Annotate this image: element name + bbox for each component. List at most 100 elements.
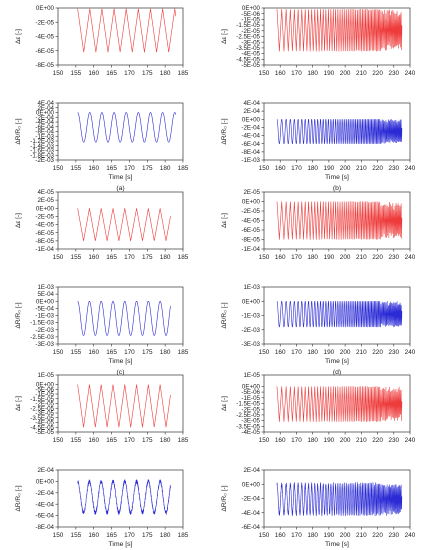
x-tick-label: 200 (340, 165, 351, 172)
y-tick-label: -1.6E-03 (30, 148, 54, 155)
series-line (77, 384, 171, 428)
plot-frame (57, 286, 184, 345)
y-tick-label: -1.5E-05 (30, 396, 54, 403)
x-tick-label: 170 (291, 437, 302, 444)
y-axis-label: Δε [-] (221, 29, 228, 44)
y-tick-label: -3E-05 (241, 418, 260, 425)
x-tick-label: 165 (106, 532, 117, 539)
y-tick-label: 0E+00 (36, 298, 55, 305)
x-tick-label: 160 (275, 349, 286, 356)
series-line (276, 300, 403, 328)
y-tick-label: -1E-03 (35, 133, 54, 140)
subplot-f-top: 150 160 170 180 190 200 210 220 230 240 1E-05 0E+00… (221, 372, 416, 444)
x-tick-label: 180 (307, 349, 318, 356)
x-tick-label: 240 (405, 532, 416, 539)
x-axis-label: Time [s] (109, 541, 133, 548)
y-tick-label: -8E-05 (241, 237, 260, 244)
y-tick-label: -2.5E-05 (236, 34, 260, 41)
y-tick-label: -4E-04 (35, 119, 54, 126)
x-tick-label: 185 (178, 70, 189, 77)
y-axis-label: Δε [-] (15, 396, 22, 411)
x-tick-label: 240 (405, 70, 416, 77)
x-tick-label: 180 (160, 349, 171, 356)
x-tick-label: 165 (106, 165, 117, 172)
y-tick-label: -4E-05 (241, 51, 260, 58)
x-tick-label: 170 (124, 532, 135, 539)
subplot-d-top: 150 160 170 180 190 200 210 220 230 240 2E-05 0E+00… (221, 189, 416, 261)
x-tick-label: 155 (71, 70, 82, 77)
y-tick-label: 4E-05 (37, 189, 54, 196)
series-line (276, 8, 403, 52)
y-tick-label: 0E+00 (242, 298, 261, 305)
y-tick-label: -5E-06 (241, 11, 260, 18)
y-tick-label: -5E-06 (241, 389, 260, 396)
y-tick-label: -2E-05 (241, 28, 260, 35)
y-axis-label: Δε [-] (15, 29, 22, 44)
x-tick-label: 200 (340, 349, 351, 356)
y-tick-label: -4E-05 (241, 429, 260, 436)
y-tick-label: -8E-04 (35, 129, 54, 136)
plot-frame (57, 191, 184, 250)
y-tick-label: -4E-05 (35, 420, 54, 427)
x-tick-label: 170 (291, 70, 302, 77)
x-tick-label: 240 (405, 349, 416, 356)
x-tick-label: 180 (160, 437, 171, 444)
y-axis-label: ΔR/R₀ [-] (15, 302, 22, 328)
x-tick-label: 155 (71, 437, 82, 444)
x-tick-label: 155 (71, 254, 82, 261)
x-tick-label: 160 (275, 254, 286, 261)
y-tick-label: 2E-04 (243, 467, 260, 474)
subplot-c-bottom: 150 155 160 165 170 175 180 1851E-035E-040E+00-… (15, 284, 189, 376)
y-tick-label: -2E-04 (35, 114, 54, 121)
y-tick-label: -4E-04 (35, 501, 54, 508)
x-tick-label: 190 (324, 349, 335, 356)
y-tick-label: -5E-05 (241, 62, 260, 69)
y-tick-label: 2E-05 (243, 189, 260, 196)
y-tick-label: -2E-04 (241, 496, 260, 503)
y-tick-label: -2E-05 (35, 401, 54, 408)
x-tick-label: 160 (275, 437, 286, 444)
x-tick-label: 150 (53, 165, 64, 172)
x-tick-label: 220 (372, 165, 383, 172)
subplot-b-bottom: 150 160 170 180 190 200 210 220 230 240 4E-042E-04… (221, 100, 416, 192)
y-tick-label: -4E-04 (241, 133, 260, 140)
x-tick-label: 170 (291, 254, 302, 261)
subplot-a-top: 150 155 160 165 170 175 180 185 0E+00 -2E-05 -4E-0… (15, 5, 189, 77)
x-tick-label: 240 (405, 165, 416, 172)
y-tick-label: 5E-04 (37, 291, 54, 298)
y-axis-label: Δε [-] (221, 213, 228, 228)
x-tick-label: 210 (356, 165, 367, 172)
y-tick-label: 1E-05 (37, 372, 54, 379)
series-line (77, 300, 171, 336)
series-line (77, 8, 177, 53)
x-tick-label: 180 (307, 437, 318, 444)
y-tick-label: -4E-05 (35, 34, 54, 41)
y-tick-label: -1E-04 (35, 246, 54, 253)
x-tick-label: 185 (178, 165, 189, 172)
y-tick-label: -3.5E-05 (236, 45, 260, 52)
y-tick-label: -4E-05 (241, 218, 260, 225)
x-axis-label: Time [s] (325, 358, 349, 365)
series-line (276, 386, 403, 423)
x-tick-label: 150 (259, 349, 270, 356)
x-tick-label: 185 (178, 254, 189, 261)
x-tick-label: 180 (160, 254, 171, 261)
panel-caption: (a) (116, 185, 124, 192)
x-tick-label: 155 (71, 349, 82, 356)
x-tick-label: 150 (259, 165, 270, 172)
y-tick-label: 0E+00 (242, 481, 261, 488)
series-line (77, 112, 177, 143)
subplot-d-bottom: 150 160 170 180 190 200 210 220 230 240 1E-03 0E+00… (221, 284, 416, 376)
x-axis-label: Time [s] (325, 541, 349, 548)
x-tick-label: 160 (275, 165, 286, 172)
y-axis-label: Δε [-] (221, 396, 228, 411)
y-tick-label: 0E+00 (36, 479, 55, 486)
x-tick-label: 170 (291, 349, 302, 356)
x-tick-label: 150 (53, 532, 64, 539)
x-tick-label: 210 (356, 532, 367, 539)
subplot-b-top: 150 160 170 180 190 200 210 220 230 2400E+00-5E-0… (221, 5, 416, 77)
y-tick-label: 1E-03 (243, 284, 260, 291)
x-tick-label: 155 (71, 165, 82, 172)
series-line (276, 118, 403, 145)
